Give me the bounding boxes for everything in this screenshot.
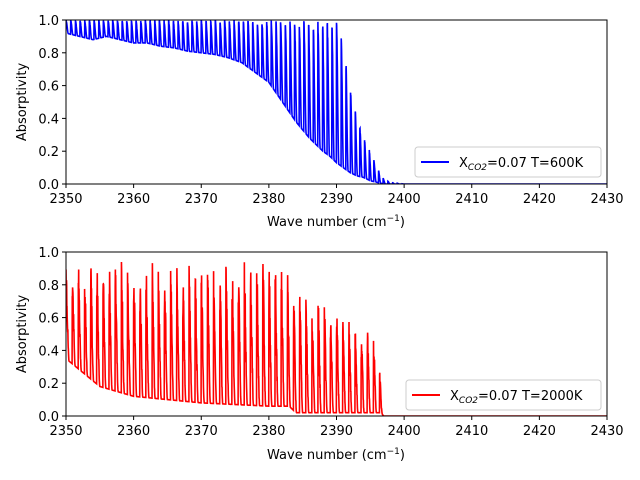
top-legend-label: XCO2=0.07 T=600K: [459, 156, 584, 173]
x-tick-label: 2410: [455, 192, 488, 207]
top-y-ticks: 0.0 0.2 0.4 0.6 0.8 1.0: [38, 14, 66, 193]
y-tick-label: 0.6: [38, 312, 59, 327]
bottom-legend-label: XCO2=0.07 T=2000K: [450, 389, 583, 406]
x-tick-label: 2370: [185, 424, 218, 439]
y-tick-label: 0.8: [38, 279, 59, 294]
top-x-ticks: 2350 2360 2370 2380 2390 2400 2410 2420 2430: [49, 184, 624, 207]
x-tick-label: 2360: [117, 192, 150, 207]
x-tick-label: 2370: [185, 192, 218, 207]
y-tick-label: 0.2: [38, 145, 59, 160]
series-line: [66, 20, 607, 184]
x-tick-label: 2380: [252, 424, 285, 439]
top-plot: 2350 2360 2370 2380 2390 2400 2410 2420 2430 0.0…: [15, 14, 624, 230]
top-legend: XCO2=0.07 T=600K: [414, 146, 602, 178]
y-tick-label: 0.6: [38, 80, 59, 95]
y-tick-label: 1.0: [38, 14, 59, 29]
bottom-x-ticks: 2350 2360 2370 2380 2390 2400 2410 2420 2430: [49, 416, 624, 439]
top-x-axis-label: Wave number (cm−1): [267, 214, 405, 230]
top-series-layer: [66, 20, 607, 184]
bottom-y-ticks: 0.0 0.2 0.4 0.6 0.8 1.0: [38, 246, 66, 425]
y-tick-label: 1.0: [38, 246, 59, 261]
x-tick-label: 2410: [455, 424, 488, 439]
x-tick-label: 2420: [523, 192, 556, 207]
series-line: [66, 262, 607, 416]
x-tick-label: 2350: [49, 424, 82, 439]
x-tick-label: 2430: [590, 424, 623, 439]
bottom-plot: 2350 2360 2370 2380 2390 2400 2410 2420 2430 0.0…: [15, 246, 624, 463]
x-tick-label: 2360: [117, 424, 150, 439]
top-legend-box: [414, 146, 602, 178]
bottom-x-axis-label: Wave number (cm−1): [267, 447, 405, 463]
x-tick-label: 2400: [388, 424, 421, 439]
y-tick-label: 0.4: [38, 344, 59, 359]
x-tick-label: 2390: [320, 192, 353, 207]
x-tick-label: 2390: [320, 424, 353, 439]
y-tick-label: 0.4: [38, 112, 59, 127]
bottom-series-layer: [66, 262, 607, 416]
y-tick-label: 0.0: [38, 410, 59, 425]
top-y-axis-label: Absorptivity: [15, 63, 30, 142]
x-tick-label: 2350: [49, 192, 82, 207]
bottom-legend: XCO2=0.07 T=2000K: [405, 379, 602, 411]
x-tick-label: 2430: [590, 192, 623, 207]
x-tick-label: 2380: [252, 192, 285, 207]
y-tick-label: 0.8: [38, 47, 59, 62]
bottom-legend-box: [405, 379, 602, 411]
y-tick-label: 0.2: [38, 377, 59, 392]
y-tick-label: 0.0: [38, 178, 59, 193]
x-tick-label: 2420: [523, 424, 556, 439]
x-tick-label: 2400: [388, 192, 421, 207]
bottom-y-axis-label: Absorptivity: [15, 295, 30, 374]
